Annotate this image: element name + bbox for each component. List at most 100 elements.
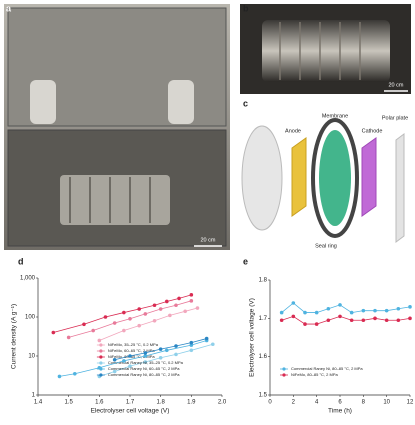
point: [137, 307, 141, 311]
x-axis-label: Electrolyser cell voltage (V): [91, 408, 170, 415]
series-line: [281, 315, 411, 325]
point: [97, 338, 102, 343]
point: [158, 355, 163, 360]
panel-label: a: [6, 3, 12, 13]
point: [349, 318, 354, 323]
point: [314, 310, 319, 315]
point: [326, 318, 331, 323]
x-tick-label: 12: [407, 400, 414, 406]
point: [189, 299, 194, 303]
legend-marker: [282, 373, 286, 377]
legend-label: Commercial Raney Ni, 60–65 °C, 2 MPa: [108, 366, 180, 371]
point: [112, 321, 117, 325]
x-axis-label: Time (h): [328, 408, 352, 415]
legend-label: Commercial Raney Ni, 35–25 °C, 0.2 MPa: [108, 360, 184, 365]
y-tick-label: 100: [25, 315, 36, 321]
point: [158, 347, 163, 351]
point: [137, 323, 141, 328]
y-tick-label: 1: [32, 393, 36, 399]
y-tick-label: 1.6: [259, 354, 268, 360]
panel-label: e: [243, 256, 248, 266]
legend-marker: [99, 343, 103, 347]
x-tick-label: 6: [338, 400, 342, 406]
legend-label: NiFeMo, 35–25 °C, 0.2 MPa: [108, 342, 159, 347]
legend-marker: [282, 367, 286, 371]
x-tick-label: 1.6: [95, 400, 104, 406]
x-tick-label: 2: [292, 400, 296, 406]
point: [195, 306, 200, 310]
point: [408, 305, 412, 309]
part-label: Seal ring: [315, 243, 337, 249]
x-tick-label: 1.5: [64, 400, 73, 406]
y-tick-label: 1.8: [259, 278, 268, 284]
point: [384, 308, 389, 313]
part-label: Polar plate: [382, 115, 408, 121]
legend-label: Commercial Raney Ni, 80–85 °C, 2 MPa: [108, 372, 180, 377]
point: [158, 307, 163, 311]
point: [122, 328, 126, 333]
scale-label: 20 cm: [201, 237, 216, 243]
point: [279, 310, 284, 315]
panel-label: c: [243, 98, 248, 108]
point: [361, 308, 366, 313]
legend-marker: [99, 355, 103, 359]
photo-a: [4, 4, 230, 250]
part-label: Anode: [285, 128, 301, 134]
y-tick-label: 10: [28, 354, 35, 360]
legend-label: Commercial Raney Ni, 80–85 °C, 2 MPa: [291, 366, 363, 371]
panel-label: b: [243, 3, 249, 13]
series-line: [53, 294, 192, 333]
panel-label: d: [18, 256, 24, 266]
legend-marker: [99, 373, 103, 377]
x-tick-label: 1.9: [187, 400, 196, 406]
point: [384, 318, 389, 323]
point: [165, 299, 169, 304]
point: [338, 314, 342, 319]
point: [279, 318, 284, 323]
point: [152, 303, 157, 308]
x-tick-label: 0: [268, 400, 272, 406]
point: [143, 312, 148, 316]
x-tick-label: 2.0: [218, 400, 227, 406]
point: [128, 316, 132, 321]
part-label: Cathode: [362, 128, 383, 134]
point: [177, 296, 181, 301]
legend-label: NiFeMo, 80–85 °C, 2 MPa: [291, 372, 339, 377]
legend-marker: [99, 349, 103, 353]
point: [314, 322, 319, 326]
point: [204, 336, 209, 341]
y-tick-label: 1.5: [259, 393, 268, 399]
point: [174, 352, 178, 357]
point: [408, 316, 412, 321]
point: [143, 354, 148, 358]
point: [82, 322, 86, 327]
series-line: [68, 300, 192, 338]
point: [373, 316, 377, 321]
legend-marker: [99, 367, 103, 371]
y-axis-label: Current density (A g⁻¹): [11, 304, 18, 369]
point: [303, 310, 307, 315]
point: [189, 293, 194, 297]
y-tick-label: 1,000: [20, 276, 36, 282]
part-label: Membrane: [322, 113, 348, 119]
x-tick-label: 10: [383, 400, 390, 406]
point: [183, 309, 187, 314]
photo-b: [240, 4, 411, 94]
x-tick-label: 1.8: [156, 400, 165, 406]
legend-marker: [99, 361, 103, 365]
series-line: [59, 340, 207, 377]
point: [174, 303, 178, 308]
point: [128, 354, 132, 358]
point: [122, 359, 126, 363]
point: [349, 310, 354, 315]
x-tick-label: 4: [315, 400, 319, 406]
point: [291, 301, 296, 305]
legend-label: NiFeMo, 60–65 °C, 2 MPa: [108, 348, 156, 353]
point: [112, 369, 117, 374]
point: [211, 342, 215, 347]
series-line: [281, 302, 411, 314]
point: [165, 348, 169, 353]
point: [189, 343, 194, 347]
axis: [269, 280, 410, 396]
